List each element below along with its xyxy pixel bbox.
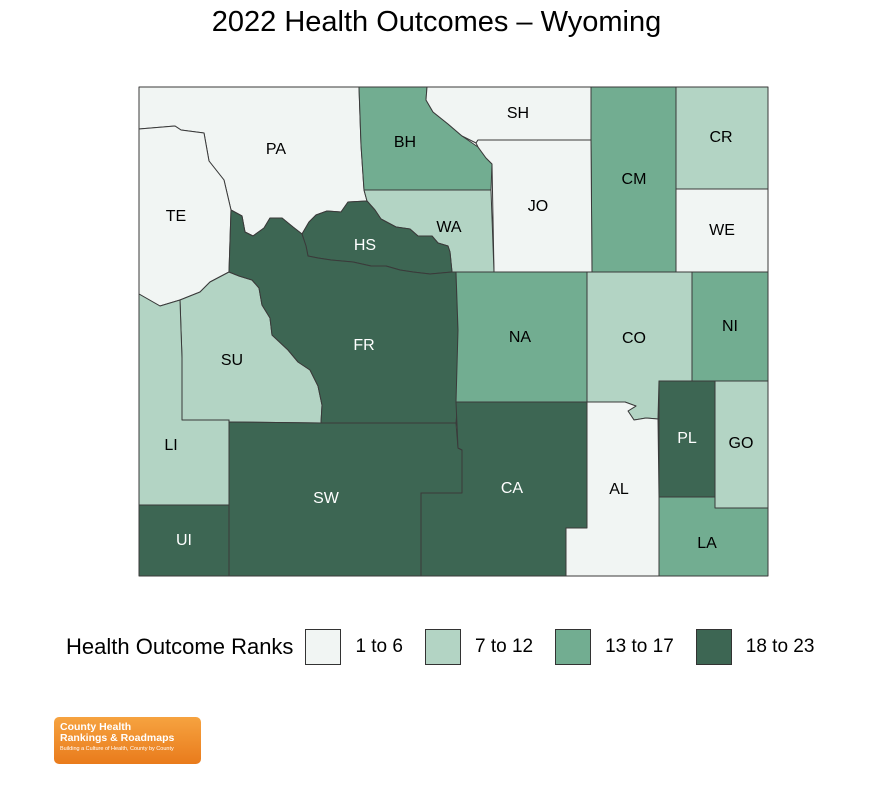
county-label-sh: SH <box>507 105 529 122</box>
county-label-hs: HS <box>354 237 376 254</box>
county-label-wa: WA <box>436 219 462 236</box>
logo-tagline: Building a Culture of Health, County by … <box>60 746 174 752</box>
county-label-pa: PA <box>266 141 286 158</box>
county-label-ni: NI <box>722 318 738 335</box>
legend-item-18-23: 18 to 23 <box>695 629 837 665</box>
legend-swatch <box>695 629 732 665</box>
county-label-jo: JO <box>528 198 548 215</box>
logo-line-1: County Health <box>60 721 132 733</box>
county-label-fr: FR <box>353 337 374 354</box>
legend-label: 7 to 12 <box>474 636 534 657</box>
county-label-we: WE <box>709 222 735 239</box>
county-jo <box>475 139 593 273</box>
county-al <box>565 401 660 577</box>
legend-swatch <box>555 629 592 665</box>
county-label-go: GO <box>729 435 754 452</box>
county-label-li: LI <box>164 437 177 454</box>
county-health-rankings-logo: County Health Rankings & Roadmaps Buildi… <box>54 717 201 764</box>
logo-line-2: Rankings & Roadmaps <box>60 732 175 744</box>
county-label-bh: BH <box>394 134 416 151</box>
legend-label: 13 to 17 <box>605 636 674 657</box>
legend-item-13-17: 13 to 17 <box>555 629 696 665</box>
county-label-cm: CM <box>622 171 647 188</box>
county-label-sw: SW <box>313 490 340 507</box>
legend-label: 1 to 6 <box>355 636 403 657</box>
county-label-pl: PL <box>677 430 697 447</box>
county-la <box>658 496 769 577</box>
county-label-co: CO <box>622 330 646 347</box>
county-label-ca: CA <box>501 480 524 497</box>
legend: Health Outcome Ranks 1 to 6 7 to 12 13 t… <box>66 627 836 667</box>
legend-title: Health Outcome Ranks <box>66 634 294 659</box>
county-ui <box>138 504 230 577</box>
county-label-te: TE <box>166 208 186 225</box>
legend-label: 18 to 23 <box>745 636 815 657</box>
county-label-al: AL <box>609 481 629 498</box>
wyoming-county-map: PA BH SH CM CR TE JO WA HS WE SU FR NA CO NI LI PL GO SW CA… <box>138 86 769 577</box>
county-label-su: SU <box>221 352 243 369</box>
legend-item-1-6: 1 to 6 <box>305 629 425 665</box>
legend-item-7-12: 7 to 12 <box>424 629 555 665</box>
county-label-na: NA <box>509 329 532 346</box>
legend-swatch <box>305 629 342 665</box>
map-title: 2022 Health Outcomes – Wyoming <box>211 6 662 38</box>
county-label-la: LA <box>697 535 717 552</box>
county-fr <box>228 209 459 424</box>
county-label-cr: CR <box>709 129 732 146</box>
county-label-ui: UI <box>176 532 192 549</box>
legend-swatch <box>424 629 461 665</box>
